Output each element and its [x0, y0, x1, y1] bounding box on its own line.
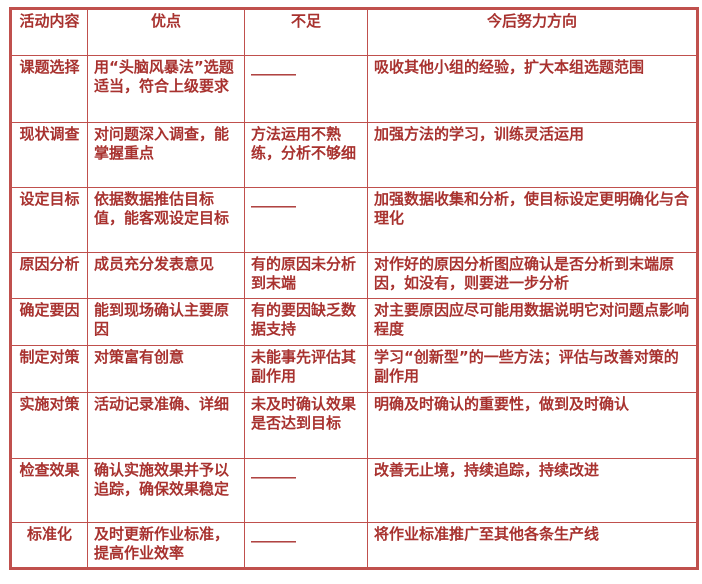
cell-activity: 课题选择: [10, 55, 88, 123]
cell-activity: 检查效果: [10, 458, 88, 523]
table-row: 确定要因 能到现场确认主要原因 有的要因缺乏数据支持 对主要原因应尽可能用数据说明它对…: [10, 298, 698, 346]
cell-strength: 确认实施效果并予以追踪，确保效果稳定: [87, 458, 245, 523]
header-direction: 今后努力方向: [367, 8, 698, 56]
cell-activity: 现状调查: [10, 122, 88, 188]
cell-activity: 制定对策: [10, 345, 88, 393]
table-row: 原因分析 成员充分发表意见 有的原因未分析到末端 对作好的原因分析图应确认是否分析到末…: [10, 252, 698, 299]
header-activity: 活动内容: [10, 8, 88, 56]
cell-direction: 改善无止境，持续追踪，持续改进: [367, 458, 698, 523]
cell-direction: 对作好的原因分析图应确认是否分析到末端原因，如没有，则要进一步分析: [367, 252, 698, 299]
cell-weakness: ______: [244, 55, 368, 123]
cell-activity: 确定要因: [10, 298, 88, 346]
cell-weakness: ______: [244, 522, 368, 569]
evaluation-table: 活动内容 优点 不足 今后努力方向 课题选择 用“头脑风暴法”选题适当，符合上级要…: [9, 7, 699, 570]
cell-direction: 加强数据收集和分析，使目标设定更明确化与合理化: [367, 187, 698, 253]
cell-strength: 成员充分发表意见: [87, 252, 245, 299]
header-weakness: 不足: [244, 8, 368, 56]
cell-weakness: ______: [244, 458, 368, 523]
cell-direction: 吸收其他小组的经验，扩大本组选题范围: [367, 55, 698, 123]
table-row: 检查效果 确认实施效果并予以追踪，确保效果稳定 ______ 改善无止境，持续追踪，持…: [10, 458, 698, 523]
cell-direction: 明确及时确认的重要性，做到及时确认: [367, 392, 698, 459]
cell-strength: 对策富有创意: [87, 345, 245, 393]
cell-strength: 对问题深入调查，能掌握重点: [87, 122, 245, 188]
cell-weakness: ______: [244, 187, 368, 253]
cell-strength: 活动记录准确、详细: [87, 392, 245, 459]
cell-direction: 加强方法的学习，训练灵活运用: [367, 122, 698, 188]
table-row: 现状调查 对问题深入调查，能掌握重点 方法运用不熟练，分析不够细 加强方法的学习，训练…: [10, 122, 698, 188]
table-row: 设定目标 依据数据推估目标值，能客观设定目标 ______ 加强数据收集和分析，使目标…: [10, 187, 698, 253]
table-row: 课题选择 用“头脑风暴法”选题适当，符合上级要求 ______ 吸收其他小组的经验，扩…: [10, 55, 698, 123]
cell-direction: 将作业标准推广至其他各条生产线: [367, 522, 698, 569]
table-row: 标准化 及时更新作业标准，提高作业效率 ______ 将作业标准推广至其他各条生产线: [10, 522, 698, 569]
header-row: 活动内容 优点 不足 今后努力方向: [10, 8, 698, 56]
cell-activity: 实施对策: [10, 392, 88, 459]
cell-weakness: 方法运用不熟练，分析不够细: [244, 122, 368, 188]
table-row: 制定对策 对策富有创意 未能事先评估其副作用 学习“创新型”的一些方法；评估与改善对策…: [10, 345, 698, 393]
cell-direction: 对主要原因应尽可能用数据说明它对问题点影响程度: [367, 298, 698, 346]
cell-weakness: 未能事先评估其副作用: [244, 345, 368, 393]
cell-weakness: 有的原因未分析到末端: [244, 252, 368, 299]
cell-activity: 设定目标: [10, 187, 88, 253]
table-row: 实施对策 活动记录准确、详细 未及时确认效果是否达到目标 明确及时确认的重要性，做到及…: [10, 392, 698, 459]
cell-strength: 用“头脑风暴法”选题适当，符合上级要求: [87, 55, 245, 123]
cell-weakness: 有的要因缺乏数据支持: [244, 298, 368, 346]
cell-strength: 依据数据推估目标值，能客观设定目标: [87, 187, 245, 253]
cell-weakness: 未及时确认效果是否达到目标: [244, 392, 368, 459]
cell-activity: 标准化: [10, 522, 88, 569]
cell-strength: 及时更新作业标准，提高作业效率: [87, 522, 245, 569]
cell-strength: 能到现场确认主要原因: [87, 298, 245, 346]
cell-direction: 学习“创新型”的一些方法；评估与改善对策的副作用: [367, 345, 698, 393]
header-strength: 优点: [87, 8, 245, 56]
cell-activity: 原因分析: [10, 252, 88, 299]
